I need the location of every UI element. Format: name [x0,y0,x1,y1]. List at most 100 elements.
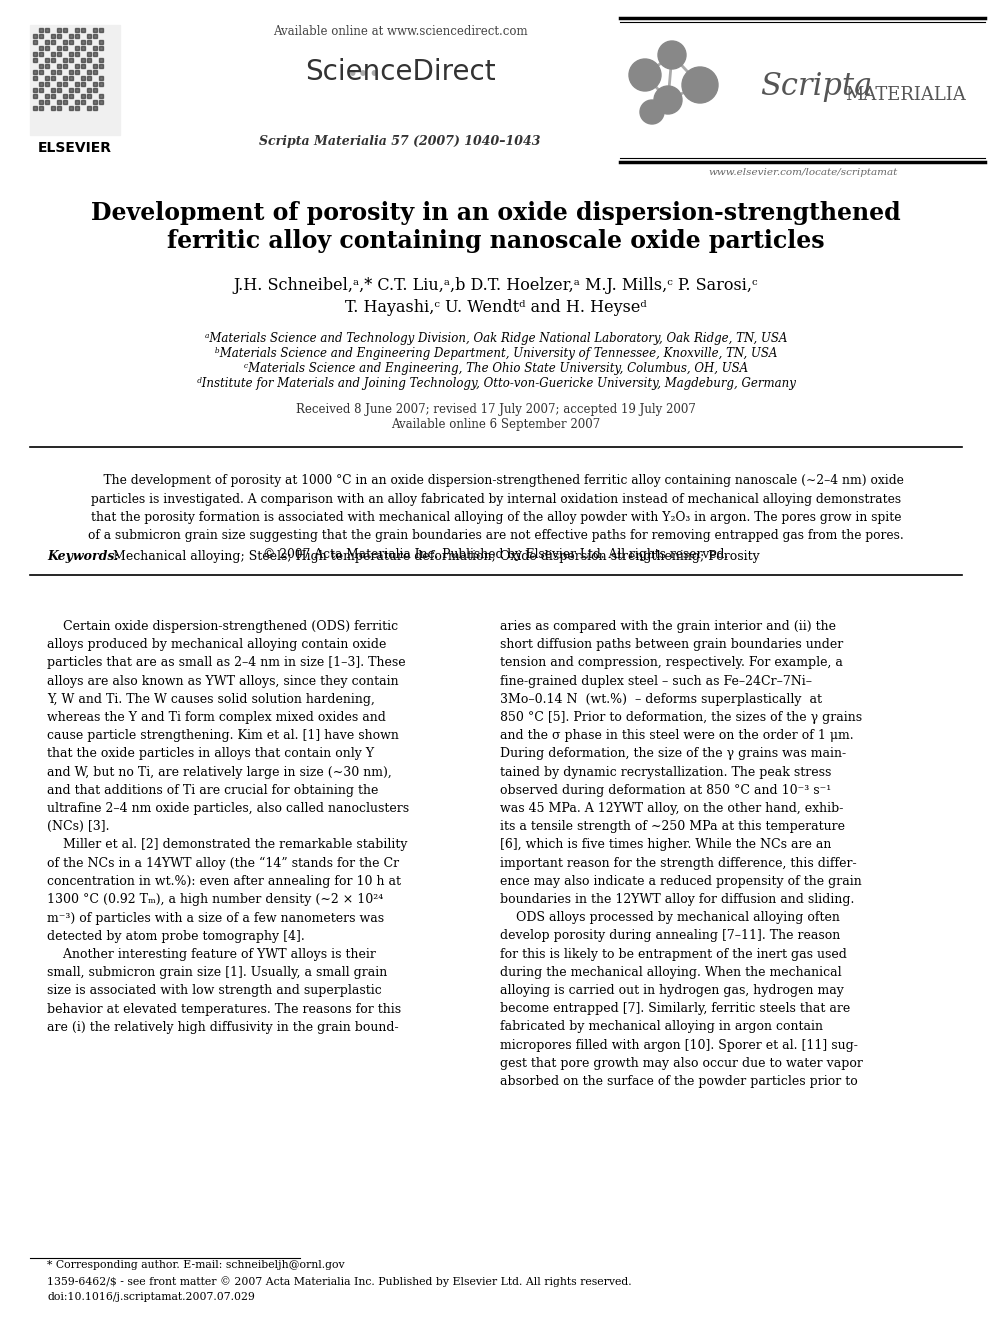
Text: aries as compared with the grain interior and (ii) the
short diffusion paths bet: aries as compared with the grain interio… [500,620,863,1088]
Text: doi:10.1016/j.scriptamat.2007.07.029: doi:10.1016/j.scriptamat.2007.07.029 [47,1293,255,1302]
Bar [33,94,37,98]
Bar [75,82,79,86]
Text: www.elsevier.com/locate/scriptamat: www.elsevier.com/locate/scriptamat [708,168,898,177]
Bar [45,82,49,86]
Circle shape [629,60,661,91]
Bar [99,75,103,79]
Bar [63,101,67,105]
Text: Certain oxide dispersion-strengthened (ODS) ferritic
alloys produced by mechanic: Certain oxide dispersion-strengthened (O… [47,620,409,1033]
Bar [93,89,97,93]
Text: * Corresponding author. E-mail: schneibeljh@ornl.gov: * Corresponding author. E-mail: schneibe… [47,1259,344,1270]
Bar [69,34,73,38]
Text: Mechanical alloying; Steels; High temperature deformation; Oxide dispersion stre: Mechanical alloying; Steels; High temper… [113,550,760,564]
Bar [51,106,55,110]
Text: The development of porosity at 1000 °C in an oxide dispersion-strengthened ferri: The development of porosity at 1000 °C i… [88,474,904,561]
Bar [93,70,97,74]
Text: Keywords:: Keywords: [47,550,119,564]
Bar [51,70,55,74]
Bar [69,106,73,110]
Bar [81,75,85,79]
Text: T. Hayashi,ᶜ U. Wendtᵈ and H. Heyseᵈ: T. Hayashi,ᶜ U. Wendtᵈ and H. Heyseᵈ [345,299,647,316]
Bar [63,82,67,86]
Bar [33,58,37,62]
Bar [57,28,61,32]
Bar [81,82,85,86]
Bar [87,40,91,44]
Bar [45,46,49,50]
Bar [39,89,43,93]
Bar [69,94,73,98]
Bar [69,58,73,62]
Bar [39,46,43,50]
Text: J.H. Schneibel,ᵃ,* C.T. Liu,ᵃ,b D.T. Hoelzer,ᵃ M.J. Mills,ᶜ P. Sarosi,ᶜ: J.H. Schneibel,ᵃ,* C.T. Liu,ᵃ,b D.T. Hoe… [234,277,758,294]
Text: ᵇMaterials Science and Engineering Department, University of Tennessee, Knoxvill: ᵇMaterials Science and Engineering Depar… [215,347,777,360]
Bar [93,28,97,32]
Bar [87,70,91,74]
Bar [33,106,37,110]
Bar [81,64,85,67]
Bar [99,58,103,62]
Circle shape [654,86,682,114]
Text: MATERIALIA: MATERIALIA [845,86,966,105]
Bar [99,101,103,105]
Bar [75,34,79,38]
Bar [51,89,55,93]
Bar [93,64,97,67]
Circle shape [682,67,718,103]
Bar [75,101,79,105]
Bar [63,75,67,79]
Circle shape [658,41,686,69]
Bar [93,52,97,56]
Bar [87,106,91,110]
Text: Scripta Materialia 57 (2007) 1040–1043: Scripta Materialia 57 (2007) 1040–1043 [259,135,541,148]
Bar [81,58,85,62]
Bar [63,46,67,50]
Bar [75,52,79,56]
Text: Available online at www.sciencedirect.com: Available online at www.sciencedirect.co… [273,25,528,38]
Bar [57,52,61,56]
Bar [39,101,43,105]
Bar [81,101,85,105]
Bar [69,89,73,93]
Bar [33,40,37,44]
Bar [51,75,55,79]
Text: ᵈInstitute for Materials and Joining Technology, Otto-von-Guericke University, M: ᵈInstitute for Materials and Joining Tec… [196,377,796,390]
Bar [33,70,37,74]
Text: ScienceDirect: ScienceDirect [305,58,495,86]
Bar [39,28,43,32]
Text: •••: ••• [346,65,380,83]
Bar [51,52,55,56]
Text: Available online 6 September 2007: Available online 6 September 2007 [392,418,600,431]
Bar [81,94,85,98]
Bar [57,101,61,105]
Bar [39,64,43,67]
Bar [63,58,67,62]
Bar [39,34,43,38]
Bar [39,106,43,110]
Bar [99,46,103,50]
Text: Development of porosity in an oxide dispersion-strengthened: Development of porosity in an oxide disp… [91,201,901,225]
Bar [51,58,55,62]
Bar [81,40,85,44]
Bar [57,64,61,67]
Bar [75,64,79,67]
Text: Scripta: Scripta [760,71,872,102]
Bar [45,94,49,98]
Bar [63,28,67,32]
Bar [87,89,91,93]
Bar [45,64,49,67]
Text: ᶜMaterials Science and Engineering, The Ohio State University, Columbus, OH, USA: ᶜMaterials Science and Engineering, The … [244,363,748,374]
Bar [57,34,61,38]
Bar [63,94,67,98]
Bar [45,28,49,32]
Bar [63,64,67,67]
Bar [57,106,61,110]
Bar [93,34,97,38]
Bar [57,46,61,50]
Text: ᵃMaterials Science and Technology Division, Oak Ridge National Laboratory, Oak R: ᵃMaterials Science and Technology Divisi… [204,332,788,345]
Bar [69,70,73,74]
Bar [45,40,49,44]
Bar [81,46,85,50]
Bar [81,28,85,32]
Bar [87,75,91,79]
